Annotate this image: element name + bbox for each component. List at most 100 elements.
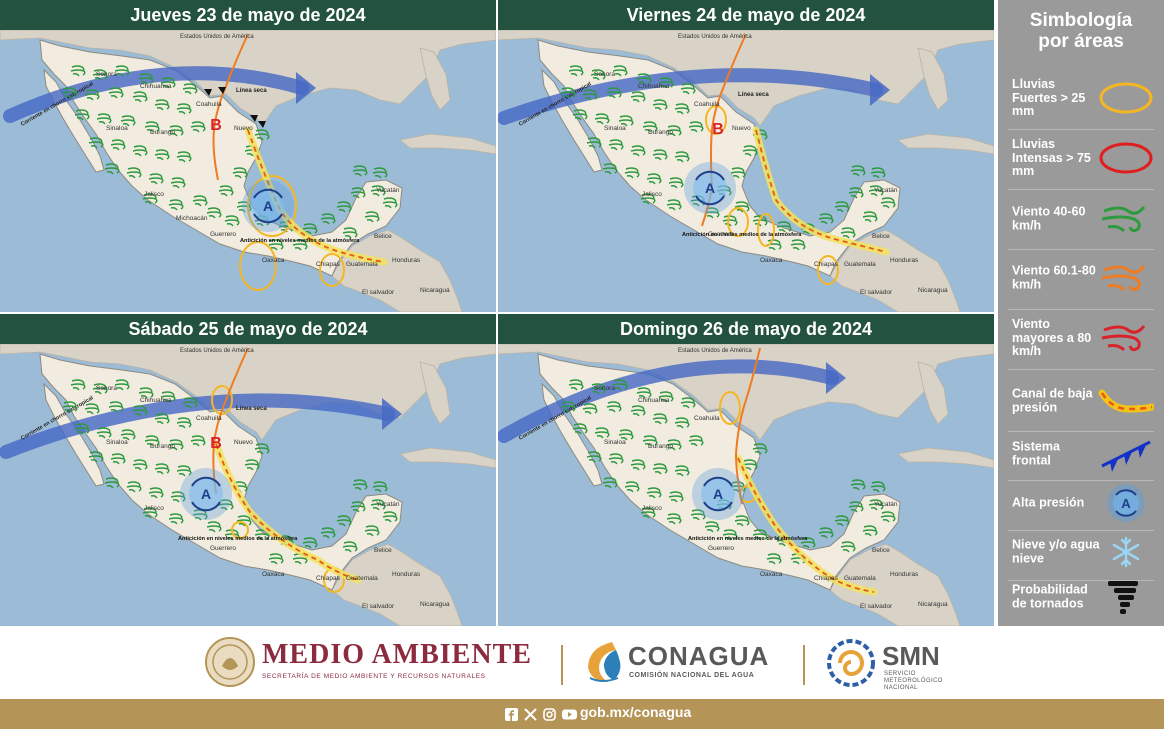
- place-label-jalisco: Jalisco: [144, 191, 164, 198]
- heavy-rain-area: [757, 213, 775, 247]
- place-label-guerrero: Guerrero: [210, 231, 236, 238]
- green-wind-icon: [206, 207, 222, 219]
- anticyclone-label: Anticición en niveles medios de la atmós…: [688, 536, 808, 542]
- central-america-landmass: [331, 543, 463, 626]
- place-label-guatemala: Guatemala: [346, 261, 378, 268]
- green-wind-icon: [818, 213, 834, 225]
- snowflake-icon: [1112, 536, 1140, 568]
- legend-divider: [1008, 480, 1154, 481]
- cold-front-icon: [1101, 440, 1151, 472]
- panel-title: Jueves 23 de mayo de 2024: [0, 0, 496, 30]
- green-wind-icon: [168, 125, 184, 137]
- place-label-chiapas: Chiapas: [316, 575, 341, 582]
- panel-title: Domingo 26 de mayo de 2024: [498, 314, 994, 344]
- instagram-icon[interactable]: [543, 707, 556, 721]
- dry-line-label: Línea seca: [236, 88, 267, 94]
- green-wind-icon: [618, 115, 634, 127]
- green-wind-icon: [342, 227, 358, 239]
- low-pressure-letter: B: [210, 435, 222, 452]
- green-wind-icon: [92, 69, 108, 81]
- green-wind-icon: [132, 91, 148, 103]
- legend-divider: [1008, 309, 1154, 310]
- green-wind-icon: [652, 99, 668, 111]
- place-label-nuevo: Nuevo: [234, 439, 253, 446]
- cuba-landmass: [897, 133, 994, 155]
- green-wind-icon: [734, 201, 750, 213]
- legend-item-wind-40-60: Viento 40-60 km/h: [998, 190, 1164, 248]
- green-wind-icon: [594, 113, 610, 125]
- place-label-belice: Belice: [374, 547, 392, 554]
- green-wind-icon: [646, 173, 662, 185]
- green-wind-icon: [608, 139, 624, 151]
- place-label-nuevo: Nuevo: [732, 125, 751, 132]
- map-panel-saturday: Sábado 25 de mayo de 2024 Corriente en c…: [0, 314, 496, 626]
- green-wind-icon: [848, 501, 864, 513]
- green-wind-icon: [646, 487, 662, 499]
- green-wind-icon: [840, 227, 856, 239]
- green-wind-icon: [630, 405, 646, 417]
- green-wind-icon: [674, 151, 690, 163]
- green-wind-icon: [582, 403, 598, 415]
- place-label-jalisco: Jalisco: [642, 505, 662, 512]
- place-label-durango: Durango: [150, 129, 175, 136]
- green-wind-icon: [96, 427, 112, 439]
- green-wind-icon: [752, 443, 768, 455]
- green-wind-icon: [148, 173, 164, 185]
- place-label-belice: Belice: [872, 547, 890, 554]
- green-wind-icon: [92, 383, 108, 395]
- website-link[interactable]: gob.mx/conagua: [580, 704, 692, 720]
- anticyclone-label: Anticición en niveles medios de la atmós…: [178, 536, 298, 542]
- youtube-icon[interactable]: [562, 708, 577, 721]
- legend-label: Probabilidad de tornados: [1012, 582, 1088, 610]
- florida-landmass: [917, 47, 949, 111]
- high-pressure-icon: A: [242, 180, 294, 232]
- place-label-oaxaca: Oaxaca: [262, 257, 285, 264]
- place-label-honduras: Honduras: [890, 257, 919, 264]
- green-wind-icon: [652, 413, 668, 425]
- green-wind-icon: [104, 163, 120, 175]
- legend-label: Alta presión: [1012, 495, 1085, 510]
- green-wind-icon: [572, 423, 588, 435]
- green-wind-icon: [690, 509, 706, 521]
- green-wind-icon: [606, 401, 622, 413]
- green-wind-icon: [190, 121, 206, 133]
- place-label-belice: Belice: [374, 233, 392, 240]
- green-wind-icon: [224, 215, 240, 227]
- panel-title: Viernes 24 de mayo de 2024: [498, 0, 994, 30]
- x-icon[interactable]: [524, 707, 537, 721]
- subtropical-jet-arrow: [0, 393, 402, 459]
- green-wind-icon: [880, 197, 896, 209]
- place-label-belice: Belice: [872, 233, 890, 240]
- green-wind-icon: [560, 87, 576, 99]
- green-wind-icon: [630, 459, 646, 471]
- legend-label: Sistema frontal: [1012, 439, 1060, 467]
- map-panel-sunday: Domingo 26 de mayo de 2024 Corriente en …: [498, 314, 994, 626]
- cuba-landmass: [399, 447, 496, 469]
- green-wind-icon: [630, 91, 646, 103]
- green-wind-icon: [108, 401, 124, 413]
- place-label-sonora: Sonora: [96, 385, 117, 392]
- place-label-chihuahua: Chihuahua: [140, 83, 172, 90]
- place-label-salvador: El salvador: [860, 289, 893, 296]
- legend-label: Canal de baja presión: [1012, 386, 1093, 414]
- low-pressure-trough-dash: [247, 129, 385, 263]
- green-wind-icon: [590, 69, 606, 81]
- tornado-icon: [250, 115, 258, 122]
- smn-subtitle-line1: SERVICIO: [884, 671, 916, 677]
- green-wind-icon: [1101, 206, 1146, 233]
- green-wind-icon: [182, 397, 198, 409]
- place-label-guerrero: Guerrero: [708, 231, 734, 238]
- green-wind-icon: [840, 541, 856, 553]
- place-label-jalisco: Jalisco: [144, 505, 164, 512]
- wind-areas: [62, 65, 398, 251]
- green-wind-icon: [868, 499, 884, 511]
- green-wind-icon: [160, 77, 176, 89]
- green-wind-icon: [666, 513, 682, 525]
- trough-icon: [1098, 389, 1154, 413]
- green-wind-icon: [74, 109, 90, 121]
- green-wind-icon: [668, 491, 684, 503]
- place-label-oaxaca: Oaxaca: [760, 571, 783, 578]
- facebook-icon[interactable]: [505, 707, 518, 721]
- place-label-usa: Estados Unidos de América: [678, 348, 752, 354]
